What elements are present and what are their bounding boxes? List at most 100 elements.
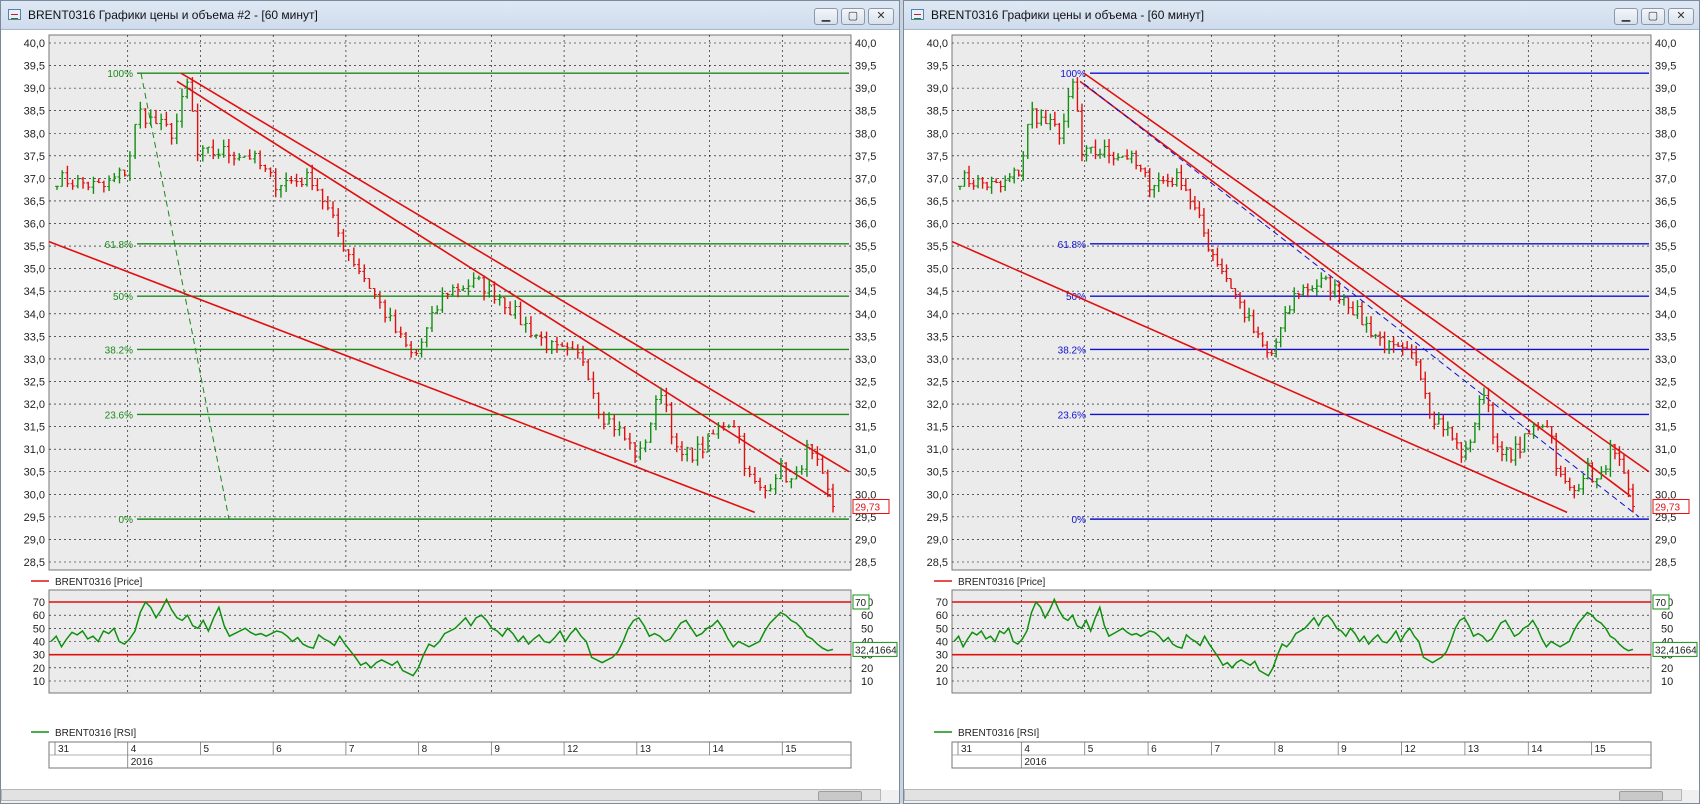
rsi-series-line xyxy=(50,597,834,677)
y-tick-label-left: 38,0 xyxy=(927,128,948,140)
horizontal-scrollbar[interactable] xyxy=(1,789,881,801)
y-tick-label-left: 28,5 xyxy=(24,557,45,569)
y-tick-label-right: 34,5 xyxy=(855,286,876,298)
y-tick-label-right: 39,5 xyxy=(1655,61,1676,73)
y-tick-label-left: 33,5 xyxy=(24,331,45,343)
rsi-tick-label-left: 50 xyxy=(33,623,45,635)
y-tick-label-left: 32,0 xyxy=(927,399,948,411)
titlebar[interactable]: BRENT0316 Графики цены и объема #2 - [60… xyxy=(1,1,899,30)
y-tick-label-right: 28,5 xyxy=(855,557,876,569)
y-tick-label-left: 31,0 xyxy=(927,444,948,456)
fib-level-label: 61.8% xyxy=(1058,240,1086,251)
fib-level-label: 0% xyxy=(119,515,134,526)
close-button[interactable]: ✕ xyxy=(1668,8,1694,25)
date-tick-label: 15 xyxy=(1595,744,1607,755)
y-tick-label-left: 34,5 xyxy=(24,286,45,298)
y-tick-label-right: 36,0 xyxy=(855,219,876,231)
channel-inner-line xyxy=(1079,80,1632,498)
y-tick-label-right: 29,5 xyxy=(855,512,876,524)
date-tick-label: 8 xyxy=(422,744,428,755)
chart-app-icon xyxy=(8,9,21,20)
close-button[interactable]: ✕ xyxy=(868,8,894,25)
y-tick-label-right: 31,0 xyxy=(855,444,876,456)
rsi-tick-label-left: 20 xyxy=(33,663,45,675)
window-title: BRENT0316 Графики цены и объема #2 - [60… xyxy=(28,8,318,22)
chart-window-left[interactable]: BRENT0316 Графики цены и объема #2 - [60… xyxy=(0,0,900,804)
y-tick-label-left: 37,0 xyxy=(927,173,948,185)
y-tick-label-left: 30,0 xyxy=(927,489,948,501)
y-tick-label-right: 34,0 xyxy=(855,309,876,321)
y-tick-label-left: 35,5 xyxy=(927,241,948,253)
titlebar[interactable]: BRENT0316 Графики цены и объема - [60 ми… xyxy=(904,1,1699,30)
date-tick-label: 6 xyxy=(276,744,282,755)
window-title: BRENT0316 Графики цены и объема - [60 ми… xyxy=(931,8,1205,22)
date-tick-label: 4 xyxy=(131,744,137,755)
fib-level-label: 23.6% xyxy=(1058,410,1086,421)
rsi-last-badge xyxy=(852,641,898,657)
y-tick-label-left: 36,0 xyxy=(927,219,948,231)
y-tick-label-left: 38,0 xyxy=(24,128,45,140)
rsi-tick-label-right: 10 xyxy=(1661,676,1673,688)
price-rsi-chart[interactable]: 40,0 40,0 39,5 39,5 39,0 39,0 38,5 38,5 38,0 38,0… xyxy=(904,30,1699,790)
y-tick-label-left: 37,5 xyxy=(24,151,45,163)
y-tick-label-right: 36,5 xyxy=(1655,196,1676,208)
date-tick-label: 5 xyxy=(203,744,209,755)
year-label: 2016 xyxy=(1024,757,1047,768)
last-price-badge xyxy=(1652,498,1690,514)
fib-level-label: 100% xyxy=(107,69,133,80)
rsi-tick-label-left: 20 xyxy=(936,663,948,675)
y-tick-label-right: 34,0 xyxy=(1655,309,1676,321)
rsi-tick-label-left: 70 xyxy=(33,597,45,609)
rsi-last-value: 32,41664 xyxy=(855,645,897,656)
horizontal-scrollbar[interactable] xyxy=(904,789,1682,801)
channel-lower-line xyxy=(48,240,756,514)
y-tick-label-right: 31,5 xyxy=(1655,422,1676,434)
y-tick-label-right: 36,0 xyxy=(1655,219,1676,231)
y-tick-label-left: 36,5 xyxy=(927,196,948,208)
rsi-last-badge xyxy=(1652,641,1698,657)
year-label: 2016 xyxy=(131,757,154,768)
date-tick-label: 12 xyxy=(1405,744,1417,755)
price-plot-area xyxy=(951,34,1652,571)
chart-window-right[interactable]: BRENT0316 Графики цены и объема - [60 ми… xyxy=(903,0,1700,804)
maximize-button[interactable]: ▢ xyxy=(841,8,865,25)
minimize-button[interactable]: ▁ xyxy=(1614,8,1638,25)
maximize-button[interactable]: ▢ xyxy=(1641,8,1665,25)
y-tick-label-left: 31,5 xyxy=(927,422,948,434)
fib-level-label: 50% xyxy=(113,292,133,303)
y-tick-label-right: 32,5 xyxy=(855,376,876,388)
date-tick-label: 8 xyxy=(1278,744,1284,755)
y-tick-label-right: 39,0 xyxy=(1655,83,1676,95)
rsi-tick-label-left: 50 xyxy=(936,623,948,635)
y-tick-label-right: 30,5 xyxy=(855,467,876,479)
rsi-tick-label-left: 40 xyxy=(936,637,948,649)
rsi-tick-label-right: 20 xyxy=(1661,663,1673,675)
y-tick-label-right: 37,0 xyxy=(855,173,876,185)
fib-level-label: 50% xyxy=(1066,292,1086,303)
y-tick-label-right: 31,5 xyxy=(855,422,876,434)
date-tick-label: 6 xyxy=(1151,744,1157,755)
y-tick-label-left: 36,0 xyxy=(24,219,45,231)
y-tick-label-right: 35,5 xyxy=(1655,241,1676,253)
scrollbar-thumb[interactable] xyxy=(1619,791,1663,801)
date-tick-label: 5 xyxy=(1088,744,1094,755)
price-rsi-chart[interactable]: 40,0 40,0 39,5 39,5 39,0 39,0 38,5 38,5 38,0 38,0… xyxy=(1,30,899,790)
y-tick-label-right: 39,5 xyxy=(855,61,876,73)
y-tick-label-left: 29,5 xyxy=(24,512,45,524)
rsi-tick-label-right: 60 xyxy=(1661,610,1673,622)
scrollbar-thumb[interactable] xyxy=(818,791,862,801)
y-tick-label-right: 30,5 xyxy=(1655,467,1676,479)
y-tick-label-left: 32,5 xyxy=(927,376,948,388)
y-tick-label-right: 38,0 xyxy=(1655,128,1676,140)
y-tick-label-right: 29,0 xyxy=(1655,534,1676,546)
price-bars xyxy=(958,77,1635,513)
channel-upper-line xyxy=(1083,72,1650,473)
y-tick-label-left: 34,5 xyxy=(927,286,948,298)
y-tick-label-left: 40,0 xyxy=(24,38,45,50)
y-tick-label-left: 31,0 xyxy=(24,444,45,456)
y-tick-label-right: 40,0 xyxy=(855,38,876,50)
minimize-button[interactable]: ▁ xyxy=(814,8,838,25)
rsi-tick-label-left: 30 xyxy=(936,650,948,662)
y-tick-label-right: 35,0 xyxy=(1655,264,1676,276)
rsi-tick-label-right: 60 xyxy=(861,610,873,622)
